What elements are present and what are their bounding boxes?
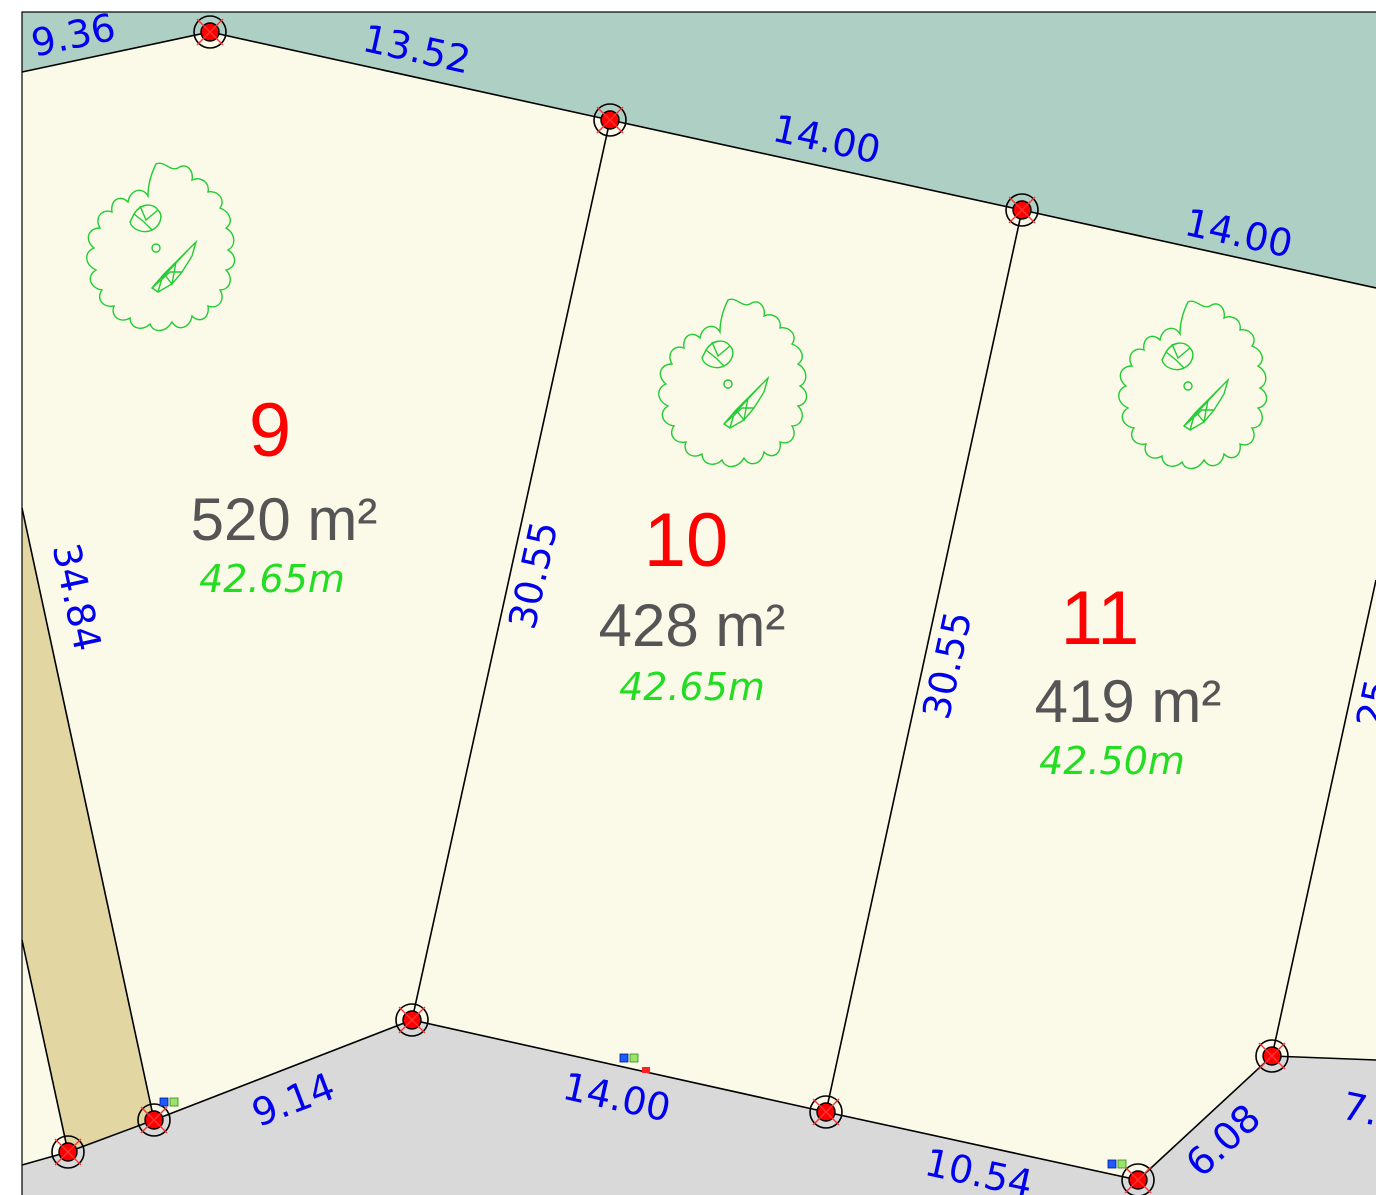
boundary-lot11-east bbox=[1271, 579, 1376, 1057]
lot-area-11: 419 m² bbox=[1035, 668, 1222, 735]
boundary-lot10-lot11 bbox=[825, 209, 1023, 1113]
lot-number-10: 10 bbox=[644, 498, 729, 583]
lot-area-9: 520 m² bbox=[191, 486, 378, 553]
lot-number-9: 9 bbox=[249, 388, 291, 473]
map-frame bbox=[21, 11, 1376, 1195]
boundary-strip-west bbox=[21, 939, 69, 1153]
road-reserve-north bbox=[22, 12, 1376, 288]
lot-frontage-9: 42.65m bbox=[199, 557, 345, 601]
service-pit-icon bbox=[642, 1067, 650, 1073]
lot-area-10: 428 m² bbox=[599, 592, 786, 659]
boundary-lot9-west bbox=[21, 507, 155, 1121]
road-reserve-south bbox=[22, 1020, 1376, 1195]
lot-frontage-10: 42.65m bbox=[619, 665, 765, 709]
lot-area-fill bbox=[22, 32, 1376, 1180]
reserve-strip bbox=[22, 508, 154, 1152]
boundary-lot9-lot10 bbox=[411, 119, 611, 1021]
lot-frontage-11: 42.50m bbox=[1039, 739, 1185, 783]
lot-number-11: 11 bbox=[1061, 576, 1140, 661]
